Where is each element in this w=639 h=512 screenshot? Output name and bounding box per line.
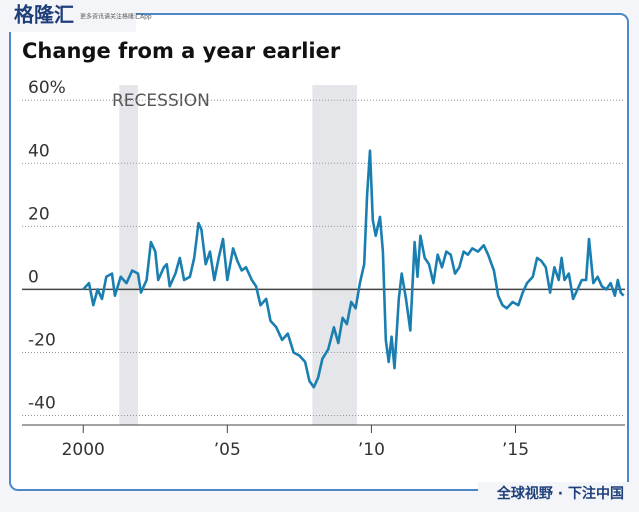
- footer-backing: [478, 482, 630, 506]
- y-tick-label: 40: [28, 141, 50, 161]
- y-tick-label: -20: [28, 330, 56, 350]
- annotation: RECESSION: [112, 91, 210, 111]
- y-tick-label: 60%: [28, 78, 66, 98]
- data-line: [82, 149, 625, 389]
- logo-backing: [6, 2, 136, 32]
- y-tick-label: 0: [28, 267, 39, 287]
- logo: 格隆汇: [14, 3, 74, 27]
- x-tick-label: ’05: [214, 440, 241, 460]
- x-tick-label: ’15: [502, 440, 529, 460]
- chart-title: Change from a year earlier: [22, 39, 341, 63]
- recession-band: [119, 85, 138, 425]
- footer: 全球视野 · 下注中国: [496, 485, 624, 502]
- y-tick-label: 20: [28, 204, 50, 224]
- y-tick-label: -40: [28, 394, 56, 414]
- tagline: 更多资讯请关注格隆汇App: [80, 13, 152, 21]
- x-tick-label: ’10: [358, 440, 385, 460]
- x-tick-label: 2000: [62, 440, 105, 460]
